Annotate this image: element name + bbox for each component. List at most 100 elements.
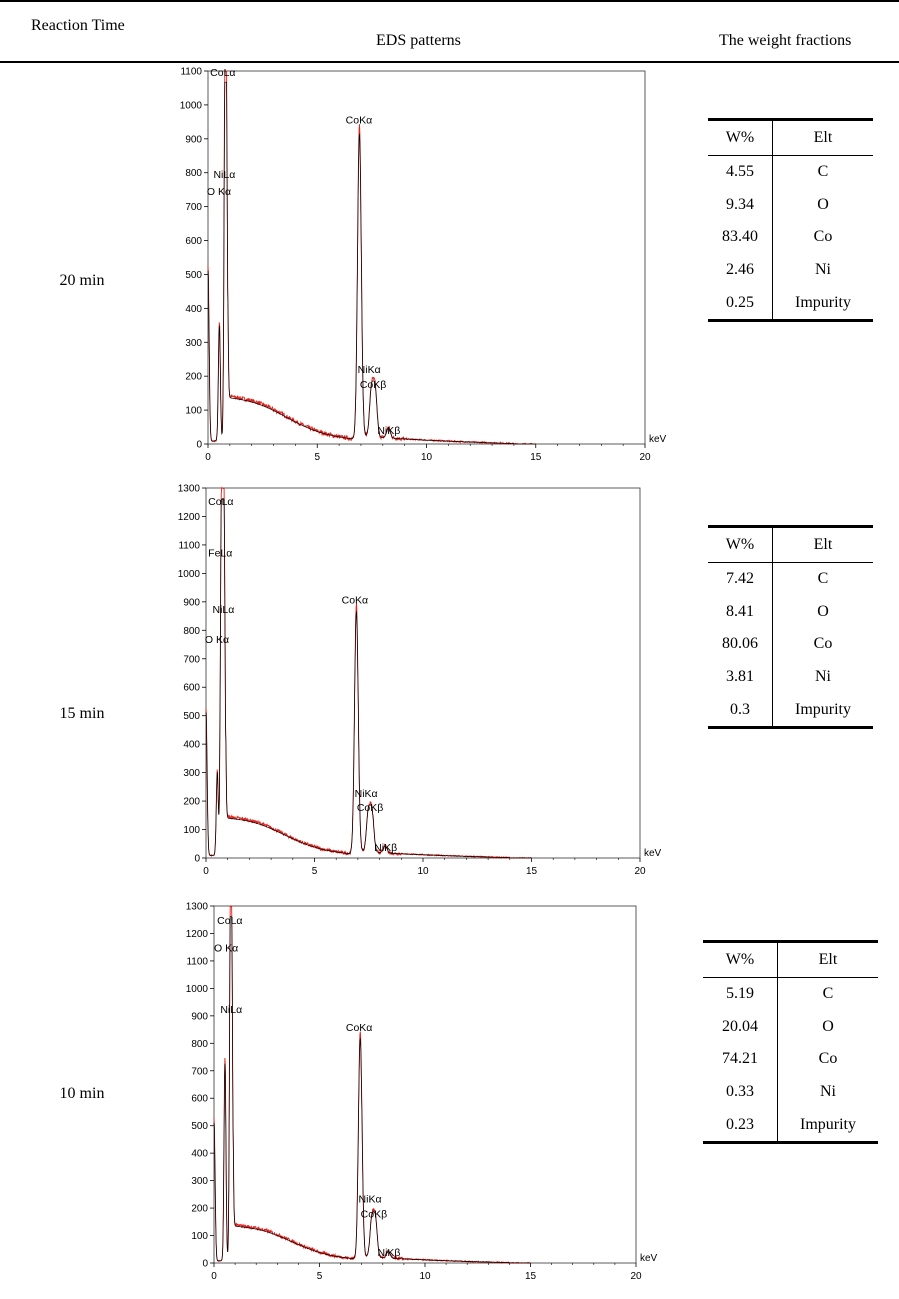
y-tick-label: 500 [191, 1121, 208, 1132]
top-rule [0, 0, 899, 2]
eds-spectrum-plot: 0 100 200 300 400 500 600 700 800 900 1000 1100 0 5 10… [180, 67, 667, 464]
wpercent-cell: 0.3 [708, 693, 773, 728]
peak-label: CoKα [342, 594, 369, 606]
y-tick-label: 0 [196, 440, 202, 451]
peak-label: NiKα [359, 1194, 382, 1206]
element-cell: Ni [820, 1083, 836, 1101]
wpercent-cell: 0.25 [708, 286, 773, 321]
x-axis-label: keV [649, 434, 667, 445]
y-tick-label: 100 [191, 1231, 208, 1242]
x-tick-label: 15 [530, 452, 542, 463]
y-tick-label: 1100 [178, 540, 200, 551]
element-cell: Co [818, 1050, 838, 1068]
y-tick-label: 1100 [180, 67, 202, 78]
y-tick-label: 200 [183, 797, 200, 808]
wpercent-cell: 20.04 [703, 1010, 778, 1044]
eds-spectrum-plot: 0100200300400500600700800900100011001200… [186, 902, 658, 1283]
wpercent-cell: 8.41 [708, 595, 773, 629]
y-tick-label: 500 [185, 270, 202, 281]
wpercent-cell: 0.33 [703, 1075, 778, 1109]
peak-label: CoLα [208, 496, 233, 508]
plot-frame [207, 70, 646, 445]
peak-label: NiLα [213, 604, 235, 616]
peak-label: FeLα [208, 547, 232, 559]
y-tick-label: 800 [191, 1039, 208, 1050]
header-reaction-time: Reaction Time [31, 17, 125, 34]
peak-label: CoLα [210, 67, 235, 79]
y-tick-label: 1200 [178, 512, 201, 523]
y-tick-label: 400 [185, 304, 202, 315]
peak-label: NiLα [220, 1004, 242, 1016]
y-tick-label: 400 [191, 1149, 208, 1160]
element-cell: Co [813, 228, 833, 246]
table-row: 20.04 O [703, 1010, 878, 1044]
wpercent-cell: 83.40 [708, 221, 773, 254]
wpercent-cell: 80.06 [708, 628, 773, 661]
x-tick-label: 20 [634, 866, 646, 877]
element-cell: Ni [815, 668, 831, 686]
weight-fraction-table: W% Elt 5.19 C 20.04 O 74.21 Co 0.33 Ni 0.23 I… [703, 940, 878, 1144]
y-tick-label: 500 [183, 711, 200, 722]
table-row: 80.06 Co [708, 628, 873, 661]
col-header-elt: Elt [813, 129, 833, 146]
y-tick-label: 800 [185, 168, 202, 179]
element-cell: Co [813, 635, 833, 653]
reaction-time-label: 10 min [59, 1085, 105, 1102]
table-row: 0.25 Impurity [708, 286, 873, 321]
reaction-time-label: 15 min [59, 705, 105, 722]
peak-label: O Kα [214, 942, 238, 954]
x-tick-label: 0 [205, 452, 211, 463]
y-tick-label: 600 [183, 683, 200, 694]
table-row: 7.42 C [708, 562, 873, 596]
element-cell: Impurity [795, 293, 851, 311]
table-row: 4.55 C [708, 155, 873, 189]
x-tick-label: 5 [312, 866, 318, 877]
y-tick-label: 1000 [186, 984, 209, 995]
peak-label: NiKβ [374, 842, 397, 854]
element-cell: O [822, 1017, 834, 1035]
element-cell: Impurity [800, 1115, 856, 1133]
eds-chart-20min: 0 100 200 300 400 500 600 700 800 900 1000 1100 0 5 10… [160, 66, 680, 466]
wpercent-cell: 4.55 [708, 155, 773, 189]
col-header-wpercent: W% [703, 941, 778, 978]
x-axis-label: keV [644, 848, 662, 859]
wpercent-cell: 2.46 [708, 253, 773, 287]
x-tick-label: 15 [525, 1271, 537, 1282]
y-tick-label: 1000 [178, 569, 201, 580]
y-tick-label: 1000 [180, 100, 203, 111]
spectrum-fit [205, 498, 532, 859]
element-cell: O [817, 602, 829, 620]
peak-label: CoKα [346, 115, 373, 127]
plot-frame [213, 905, 637, 1264]
table-row: 9.34 O [708, 188, 873, 222]
header-rule [0, 61, 899, 63]
spectrum-fit [213, 916, 531, 1264]
element-cell: Impurity [795, 700, 851, 718]
y-tick-label: 800 [183, 626, 200, 637]
x-tick-label: 0 [203, 866, 209, 877]
wpercent-cell: 0.23 [703, 1108, 778, 1143]
x-tick-label: 5 [314, 452, 320, 463]
x-tick-label: 0 [211, 1271, 217, 1282]
y-tick-label: 1200 [186, 929, 209, 940]
y-tick-label: 900 [185, 134, 202, 145]
element-cell: C [817, 570, 829, 588]
wpercent-cell: 3.81 [708, 660, 773, 694]
x-tick-label: 5 [317, 1271, 323, 1282]
reaction-time-label: 20 min [59, 272, 105, 289]
peak-label: O Kα [207, 186, 231, 198]
eds-spectrum-plot: 0100200300400500600700800900100011001200… [178, 484, 662, 878]
x-tick-label: 15 [526, 866, 538, 877]
table-row: 0.33 Ni [703, 1075, 878, 1109]
y-tick-label: 600 [185, 236, 202, 247]
peak-label: CoLα [217, 915, 242, 927]
table-row: 2.46 Ni [708, 253, 873, 287]
wpercent-cell: 74.21 [703, 1043, 778, 1076]
element-cell: C [817, 163, 829, 181]
element-cell: O [817, 195, 829, 213]
y-tick-label: 600 [191, 1094, 208, 1105]
table-row: 0.3 Impurity [708, 693, 873, 728]
col-header-elt: Elt [818, 951, 838, 968]
y-tick-label: 700 [183, 654, 200, 665]
header-weight-fractions: The weight fractions [719, 32, 852, 49]
